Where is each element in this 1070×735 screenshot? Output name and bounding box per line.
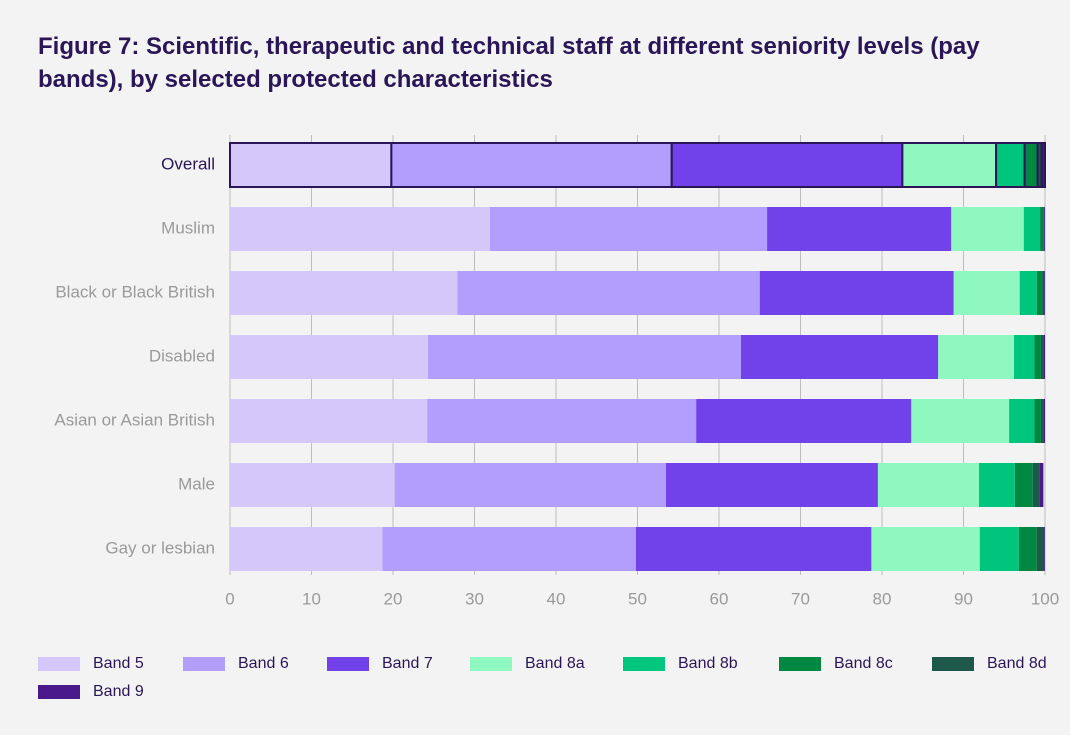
x-tick-label: 10 (302, 589, 321, 608)
bar-segment (1032, 463, 1040, 507)
x-tick-label: 30 (465, 589, 484, 608)
bar-segment (767, 207, 952, 251)
y-tick-label: Overall (161, 154, 215, 173)
bar-segment (1014, 463, 1033, 507)
bar-segment (230, 271, 458, 315)
bar-segment (741, 335, 939, 379)
bar-segment (427, 399, 697, 443)
bar-segment (978, 463, 1015, 507)
bar-segment (1009, 399, 1035, 443)
x-tick-label: 90 (954, 589, 973, 608)
y-tick-label: Black or Black British (55, 282, 215, 301)
bar-segment (911, 399, 1010, 443)
bar-segment (1040, 399, 1044, 443)
bar-segment (871, 527, 980, 571)
bar-segment (1040, 142, 1046, 188)
bar-segment (670, 142, 904, 188)
bar-segment (1023, 207, 1041, 251)
x-tick-label: 60 (710, 589, 729, 608)
y-tick-label: Gay or lesbian (105, 538, 215, 557)
legend-swatch (623, 657, 665, 671)
bar-segment (953, 271, 1020, 315)
bar-segment (635, 527, 872, 571)
bar-segment (951, 207, 1024, 251)
x-tick-label: 100 (1031, 589, 1059, 608)
bar-segment (390, 142, 673, 188)
bar-segment (759, 271, 954, 315)
bar-segment (666, 463, 878, 507)
bar-segment (1036, 527, 1045, 571)
bar-segment (1042, 271, 1045, 315)
bar-segment (382, 527, 636, 571)
bar-segment (979, 527, 1019, 571)
legend-swatch (38, 657, 80, 671)
bar-segment (1014, 335, 1035, 379)
x-tick-label: 20 (384, 589, 403, 608)
bar-segment (696, 399, 912, 443)
bar-segment (1039, 463, 1044, 507)
legend-label: Band 8d (987, 655, 1047, 672)
bar-segment (1034, 335, 1041, 379)
bar-segment (394, 463, 667, 507)
bar-segment (489, 207, 768, 251)
bar-segment (1040, 335, 1044, 379)
legend-label: Band 8b (678, 655, 738, 672)
x-tick-label: 70 (791, 589, 810, 608)
bar-segment (938, 335, 1015, 379)
y-tick-label: Disabled (149, 346, 215, 365)
bar-segment (1019, 271, 1037, 315)
legend-label: Band 9 (93, 683, 144, 700)
x-tick-label: 80 (873, 589, 892, 608)
x-tick-label: 0 (225, 589, 234, 608)
legend-swatch (38, 685, 80, 699)
bar-segment (995, 142, 1026, 188)
bar-segment (428, 335, 742, 379)
bar-segment (1043, 207, 1045, 251)
legend-label: Band 7 (382, 655, 433, 672)
bar-segment (229, 142, 393, 188)
bar-segment (1034, 399, 1041, 443)
legend-swatch (327, 657, 369, 671)
x-tick-label: 40 (547, 589, 566, 608)
chart-title: Figure 7: Scientific, therapeutic and te… (38, 33, 980, 93)
bar-segment (230, 207, 490, 251)
y-tick-label: Male (178, 474, 215, 493)
bar-segment (1023, 142, 1039, 188)
legend-label: Band 6 (238, 655, 289, 672)
bar-segment (1040, 207, 1044, 251)
bar-segment (230, 399, 428, 443)
bar-segment (1043, 399, 1045, 443)
legend-swatch (470, 657, 512, 671)
bar-segment (457, 271, 760, 315)
bar-segment (1018, 527, 1037, 571)
bar-segment (877, 463, 979, 507)
bar-segment (230, 527, 383, 571)
bar-segment (230, 463, 395, 507)
bar-segment (901, 142, 998, 188)
bar-segment (230, 335, 429, 379)
legend-swatch (932, 657, 974, 671)
legend-label: Band 8a (525, 655, 585, 672)
bar-segment (1044, 207, 1045, 251)
legend-label: Band 8c (834, 655, 893, 672)
legend-label: Band 5 (93, 655, 144, 672)
y-tick-label: Asian or Asian British (54, 410, 215, 429)
bar-segment (1043, 335, 1045, 379)
bar-segment (1036, 271, 1043, 315)
bar-segment (1044, 527, 1045, 571)
y-tick-label: Muslim (161, 218, 215, 237)
x-tick-label: 50 (628, 589, 647, 608)
legend-swatch (779, 657, 821, 671)
bar-segment (1044, 271, 1045, 315)
legend-swatch (183, 657, 225, 671)
